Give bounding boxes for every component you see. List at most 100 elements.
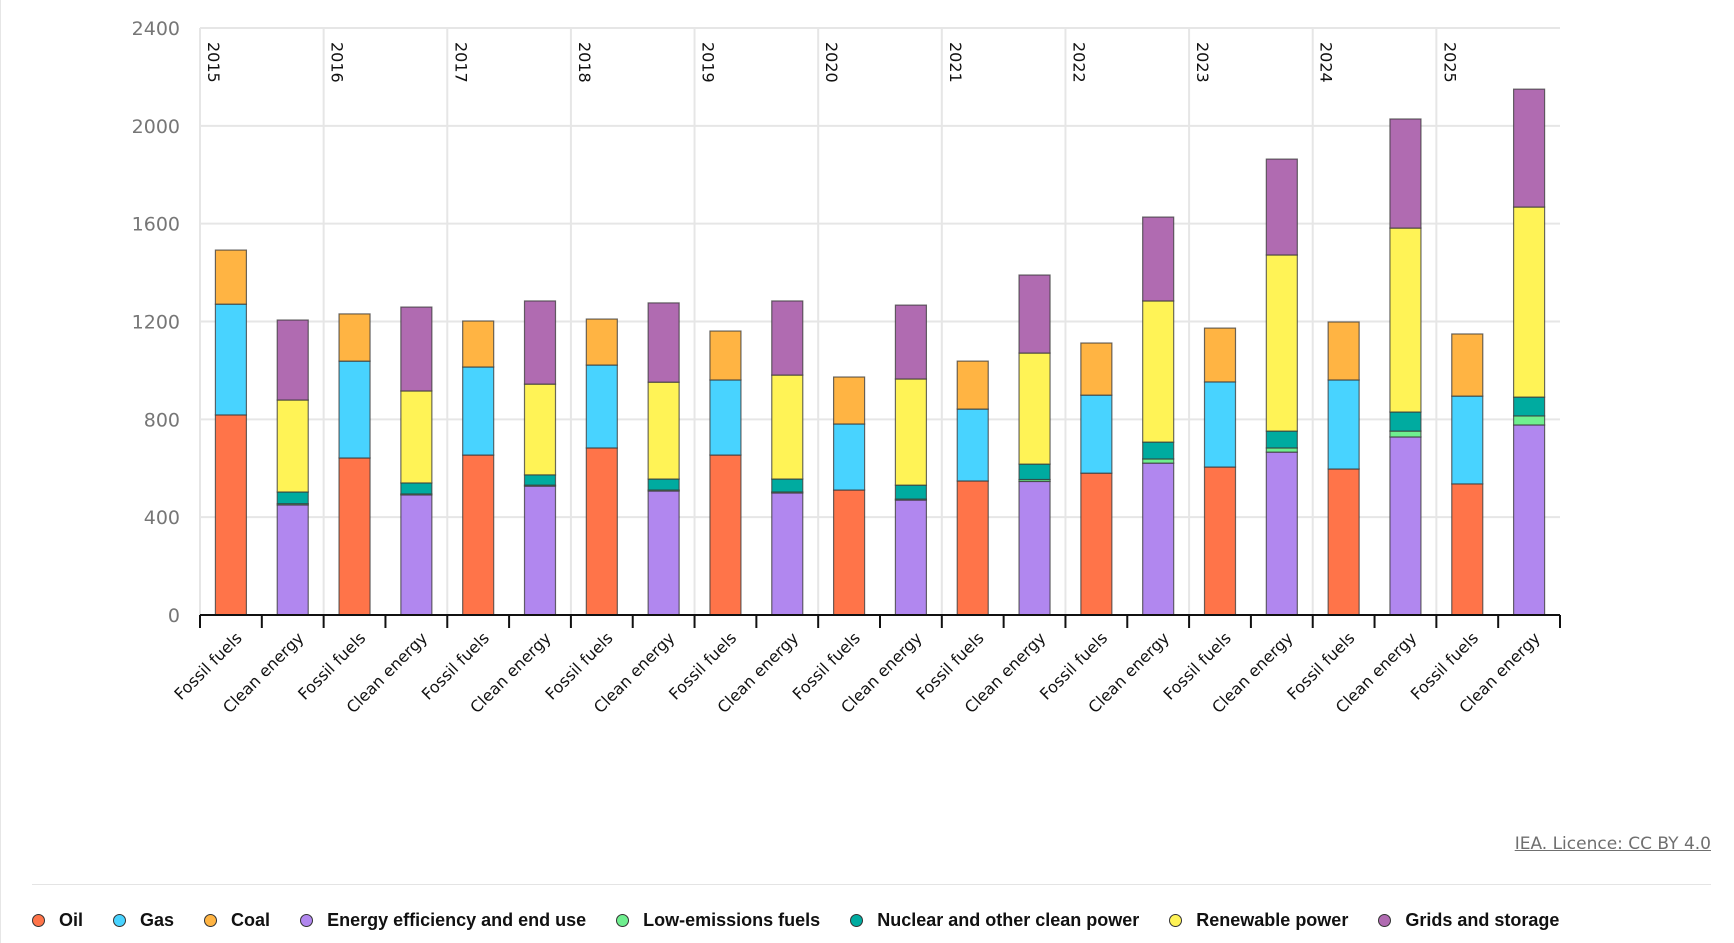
bar-segment-oil [462,454,495,616]
bar-segment-renewable-power [523,383,557,476]
bar-segment-renewable-power [276,399,309,493]
year-label: 2024 [1317,42,1336,83]
year-label: 2018 [575,42,594,83]
legend-label: Nuclear and other clean power [877,910,1140,930]
legend-item-nuclear[interactable]: Nuclear and other clean power [850,910,1139,931]
year-label: 2025 [1440,42,1459,83]
bar-segment-coal [214,249,248,305]
bar-segment-nuclear-and-other-clean-power [1265,430,1298,449]
legend-item-oil[interactable]: Oil [32,910,83,931]
bar-segment-oil [832,489,866,616]
legend-dot-icon [1378,914,1392,927]
bar-segment-renewable-power [894,378,928,486]
year-label: 2017 [451,42,470,83]
y-tick-label: 400 [144,507,180,529]
legend-item-renewable-power[interactable]: Renewable power [1169,910,1348,931]
legend-dot-icon [616,914,630,927]
legend-item-coal[interactable]: Coal [204,910,270,931]
bar-segment-oil [214,414,248,616]
bar-segment-low-emissions-fuels [1389,430,1422,438]
bar-segment-coal [832,376,866,425]
bar-segment-nuclear-and-other-clean-power [1018,463,1051,481]
bar-segment-nuclear-and-other-clean-power [1512,396,1546,417]
legend-divider [32,884,1711,885]
bar-segment-oil [585,447,618,616]
bar-segment-grids-and-storage [1265,158,1298,256]
bar-segment-nuclear-and-other-clean-power [647,478,680,491]
bar-segment-gas [1080,394,1113,474]
bar-segment-renewable-power [647,381,680,480]
bar-segment-nuclear-and-other-clean-power [400,482,433,495]
bar-segment-renewable-power [1142,300,1175,443]
legend-item-low-emissions-fuels[interactable]: Low-emissions fuels [616,910,820,931]
bar-segment-nuclear-and-other-clean-power [894,484,928,500]
legend-label: Oil [59,910,84,930]
year-label: 2019 [699,42,718,83]
legend-label: Energy efficiency and end use [327,910,587,930]
bar-segment-grids-and-storage [400,306,433,392]
bar-segment-nuclear-and-other-clean-power [1142,441,1175,460]
year-label: 2023 [1193,42,1212,83]
bar-segment-nuclear-and-other-clean-power [771,478,804,493]
bar-segment-oil [956,480,989,616]
legend-item-gas[interactable]: Gas [113,910,174,931]
year-label: 2015 [204,42,223,83]
bar-segment-gas [832,423,866,491]
bar-segment-low-emissions-fuels [1512,415,1546,426]
bar-segment-grids-and-storage [276,319,309,401]
y-tick-label: 0 [168,605,180,627]
bar-segment-renewable-power [1018,352,1051,465]
bar-segment-oil [709,454,742,616]
bar-segment-oil [1451,483,1484,616]
bar-segment-nuclear-and-other-clean-power [1389,411,1422,432]
y-tick-label: 1200 [132,312,180,334]
y-tick-label: 1600 [132,214,180,236]
bar-segment-grids-and-storage [647,302,680,383]
year-label: 2021 [946,42,965,83]
bar-segment-energy-efficiency-and-end-use [1389,436,1422,616]
legend-dot-icon [32,914,45,927]
legend-item-grids-storage[interactable]: Grids and storage [1378,910,1559,931]
legend: Oil Gas Coal Energy efficiency and end u… [32,910,1589,931]
bar-segment-energy-efficiency-and-end-use [1512,424,1546,616]
bar-segment-gas [1327,379,1360,470]
bar-segment-renewable-power [771,374,804,480]
legend-label: Low-emissions fuels [643,910,821,930]
legend-label: Grids and storage [1405,910,1560,930]
bar-segment-grids-and-storage [1512,88,1546,208]
bar-segment-gas [462,366,495,456]
y-tick-label: 2000 [132,116,180,138]
bar-segment-coal [338,313,371,362]
legend-label: Gas [140,910,175,930]
bar-segment-energy-efficiency-and-end-use [400,494,433,616]
legend-dot-icon [113,914,127,927]
bar-segment-oil [1203,466,1237,616]
bar-segment-renewable-power [400,390,433,484]
bar-segment-renewable-power [1265,254,1298,432]
bar-segment-grids-and-storage [1018,274,1051,354]
legend-item-energy-efficiency[interactable]: Energy efficiency and end use [300,910,586,931]
bar-segment-grids-and-storage [894,304,928,380]
bar-segment-oil [1327,468,1360,616]
bar-segment-energy-efficiency-and-end-use [1018,480,1051,616]
year-label: 2022 [1069,42,1088,83]
bar-segment-low-emissions-fuels [1265,447,1298,453]
bar-segment-coal [1203,327,1237,383]
y-tick-label: 800 [144,409,180,431]
bar-segment-gas [214,303,248,416]
bar-segment-energy-efficiency-and-end-use [894,499,928,616]
bar-segment-coal [1080,342,1113,396]
bar-segment-energy-efficiency-and-end-use [647,490,680,616]
bar-segment-energy-efficiency-and-end-use [1265,451,1298,616]
bar-segment-gas [956,408,989,482]
license-link[interactable]: IEA. Licence: CC BY 4.0 [1514,834,1711,854]
bar-segment-coal [1451,333,1484,397]
bar-segment-grids-and-storage [771,300,804,376]
bar-segment-energy-efficiency-and-end-use [1142,462,1175,616]
bar-segment-oil [1080,472,1113,616]
bar-segment-grids-and-storage [523,300,557,385]
legend-label: Renewable power [1196,910,1349,930]
bar-segment-coal [1327,321,1360,381]
bar-segment-low-emissions-fuels [1142,458,1175,464]
bar-segment-coal [709,330,742,381]
